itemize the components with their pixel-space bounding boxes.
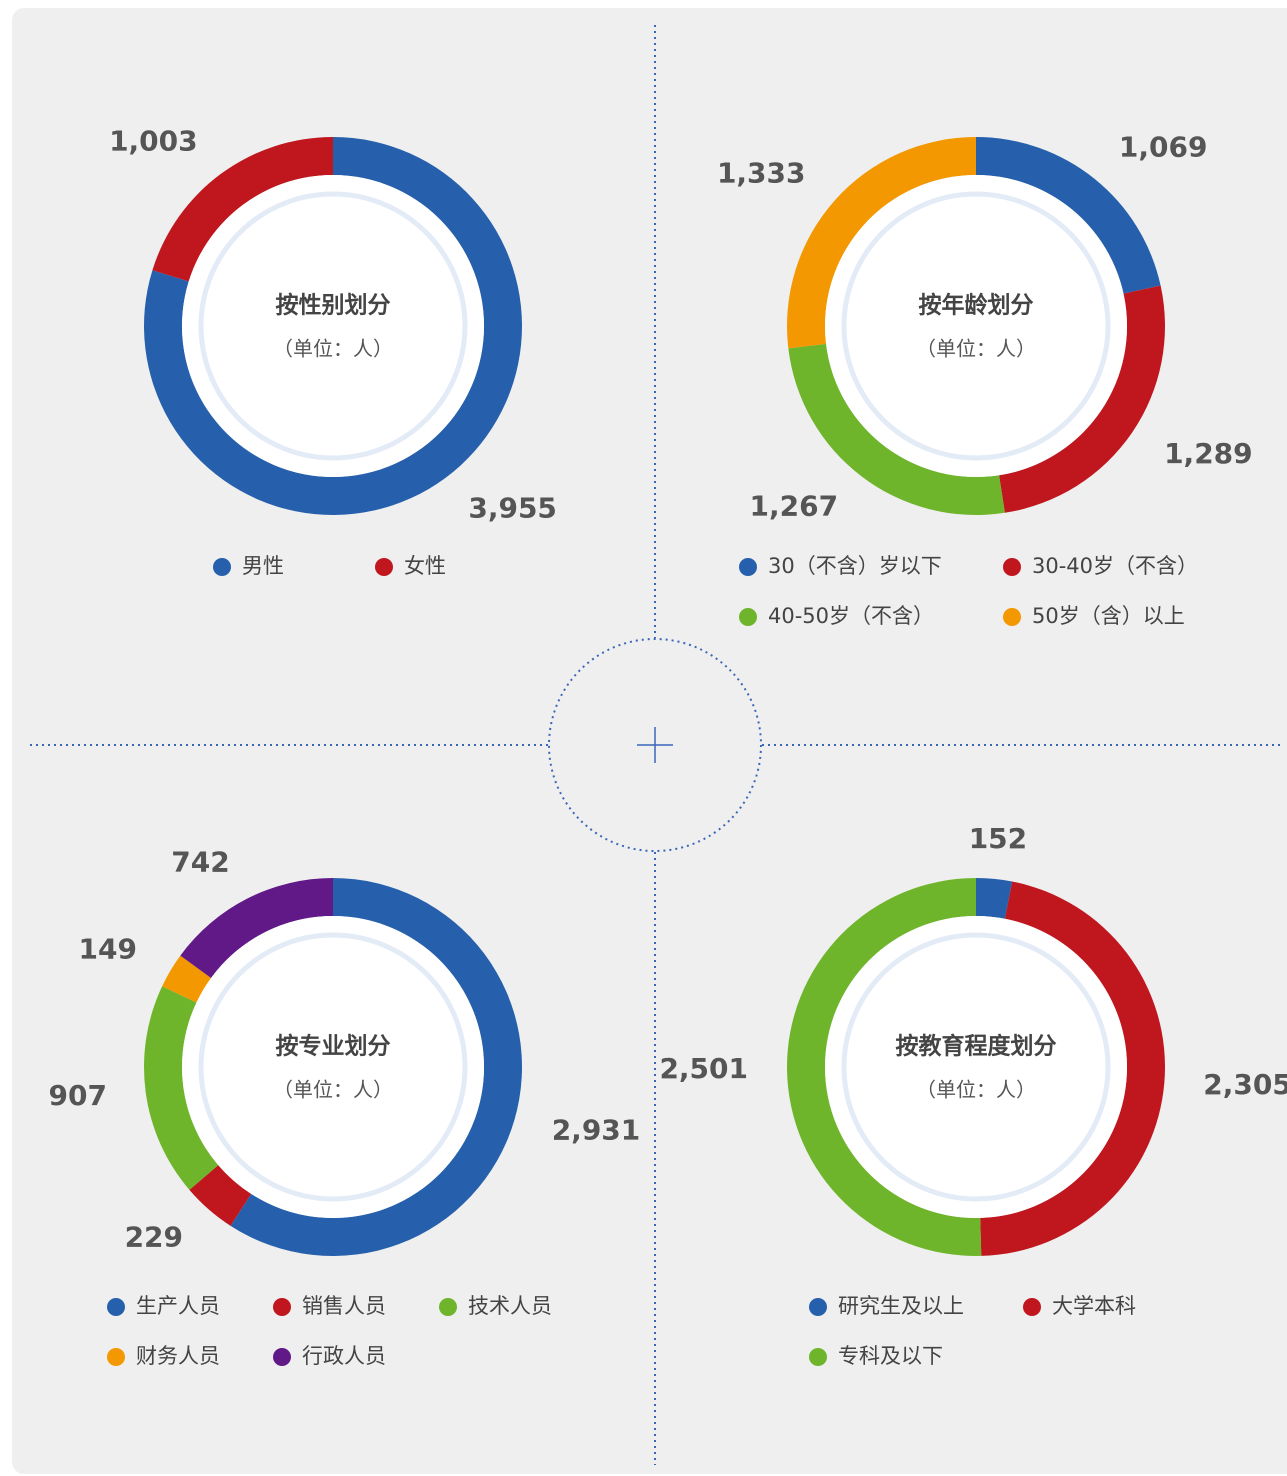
legend-dot [739,608,757,626]
legend-dot [1003,608,1021,626]
chart-title: 按专业划分 [276,1033,391,1060]
value-label: 152 [969,822,1027,855]
donut-segment [143,986,219,1190]
donut-segment [788,343,1005,515]
inner-ring [841,932,1111,1202]
legend-label: 大学本科 [1052,1294,1136,1318]
legend-label: 销售人员 [302,1294,386,1318]
legend-label: 30-40岁（不含） [1032,554,1198,578]
chart-title: 按性别划分 [276,292,391,319]
chart-subtitle: （单位：人） [916,1078,1036,1102]
donut-segment [976,878,1013,919]
legend-dot [273,1348,291,1366]
legend-label: 女性 [404,554,446,578]
legend-label: 研究生及以上 [838,1294,964,1318]
legend-label: 40-50岁（不含） [768,604,934,628]
legend-label: 专科及以下 [838,1344,943,1368]
value-label: 2,931 [552,1113,641,1146]
value-label: 1,333 [717,157,806,190]
donut-segment [230,878,523,1256]
value-label: 1,069 [1119,130,1208,163]
chart-subtitle: （单位：人） [273,337,393,361]
donut-segment [976,137,1161,294]
legend-dot [809,1298,827,1316]
chart-subtitle: （单位：人） [916,337,1036,361]
legend-dot [439,1298,457,1316]
value-label: 1,289 [1164,437,1253,470]
legend-label: 男性 [242,554,284,578]
value-label: 907 [49,1079,107,1112]
value-label: 2,501 [659,1052,748,1085]
inner-circle [825,916,1127,1218]
donut-segment [787,137,976,349]
donut-segment [189,1165,252,1226]
donut-segment [980,881,1165,1256]
chart-title: 按教育程度划分 [896,1033,1057,1060]
inner-ring [841,191,1111,461]
chart-title: 按年龄划分 [919,292,1034,319]
legend-dot [273,1298,291,1316]
legend-label: 行政人员 [302,1344,386,1368]
legend-label: 30（不含）岁以下 [768,554,942,578]
legend-dot [107,1298,125,1316]
value-label: 229 [125,1221,183,1254]
legend-label: 财务人员 [136,1344,220,1368]
inner-ring [198,932,468,1202]
legend-dot [107,1348,125,1366]
donut-segment [162,955,212,1003]
value-label: 1,267 [750,490,839,523]
chart-subtitle: （单位：人） [273,1078,393,1102]
donut-segment [999,285,1165,513]
legend-dot [739,558,757,576]
inner-circle [182,916,484,1218]
legend-label: 50岁（含）以上 [1032,604,1185,628]
legend-dot [375,558,393,576]
center-circle [548,638,762,852]
donut-segment [152,137,333,282]
donut-segment [786,878,982,1257]
inner-circle [825,175,1127,477]
legend-label: 生产人员 [136,1294,220,1318]
value-label: 1,003 [109,125,198,158]
inner-circle [182,175,484,477]
legend-dot [213,558,231,576]
legend-dot [809,1348,827,1366]
donut-segment [180,878,333,978]
value-label: 3,955 [468,491,557,524]
legend-dot [1023,1298,1041,1316]
legend-label: 技术人员 [468,1294,552,1318]
value-label: 149 [79,933,137,966]
legend-dot [1003,558,1021,576]
value-label: 742 [171,846,229,879]
inner-ring [198,191,468,461]
value-label: 2,305 [1203,1068,1287,1101]
